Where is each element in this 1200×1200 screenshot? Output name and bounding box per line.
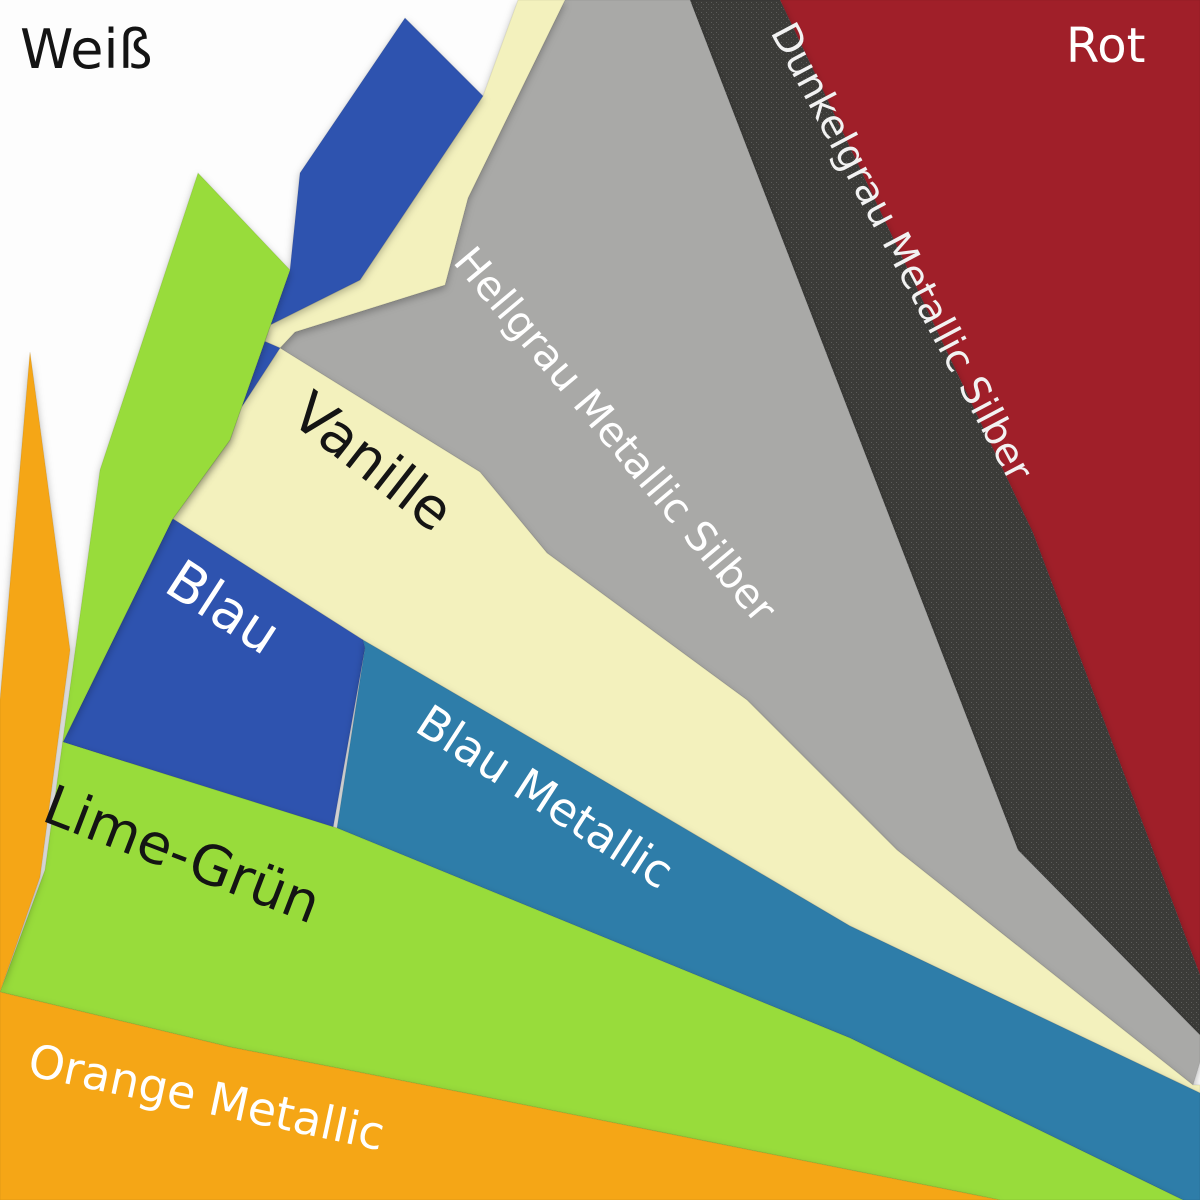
- sheet-orange-strip: [0, 351, 71, 993]
- sheet-lime-gruen: [0, 172, 1184, 1200]
- sheet-orange: [0, 991, 1001, 1200]
- dunkelgrau-metallic-texture: [690, 0, 1200, 1035]
- label-rot: Rot: [1066, 18, 1145, 74]
- label-weiss: Weiß: [20, 18, 152, 81]
- sheet-blau-metallic: [336, 638, 1200, 1200]
